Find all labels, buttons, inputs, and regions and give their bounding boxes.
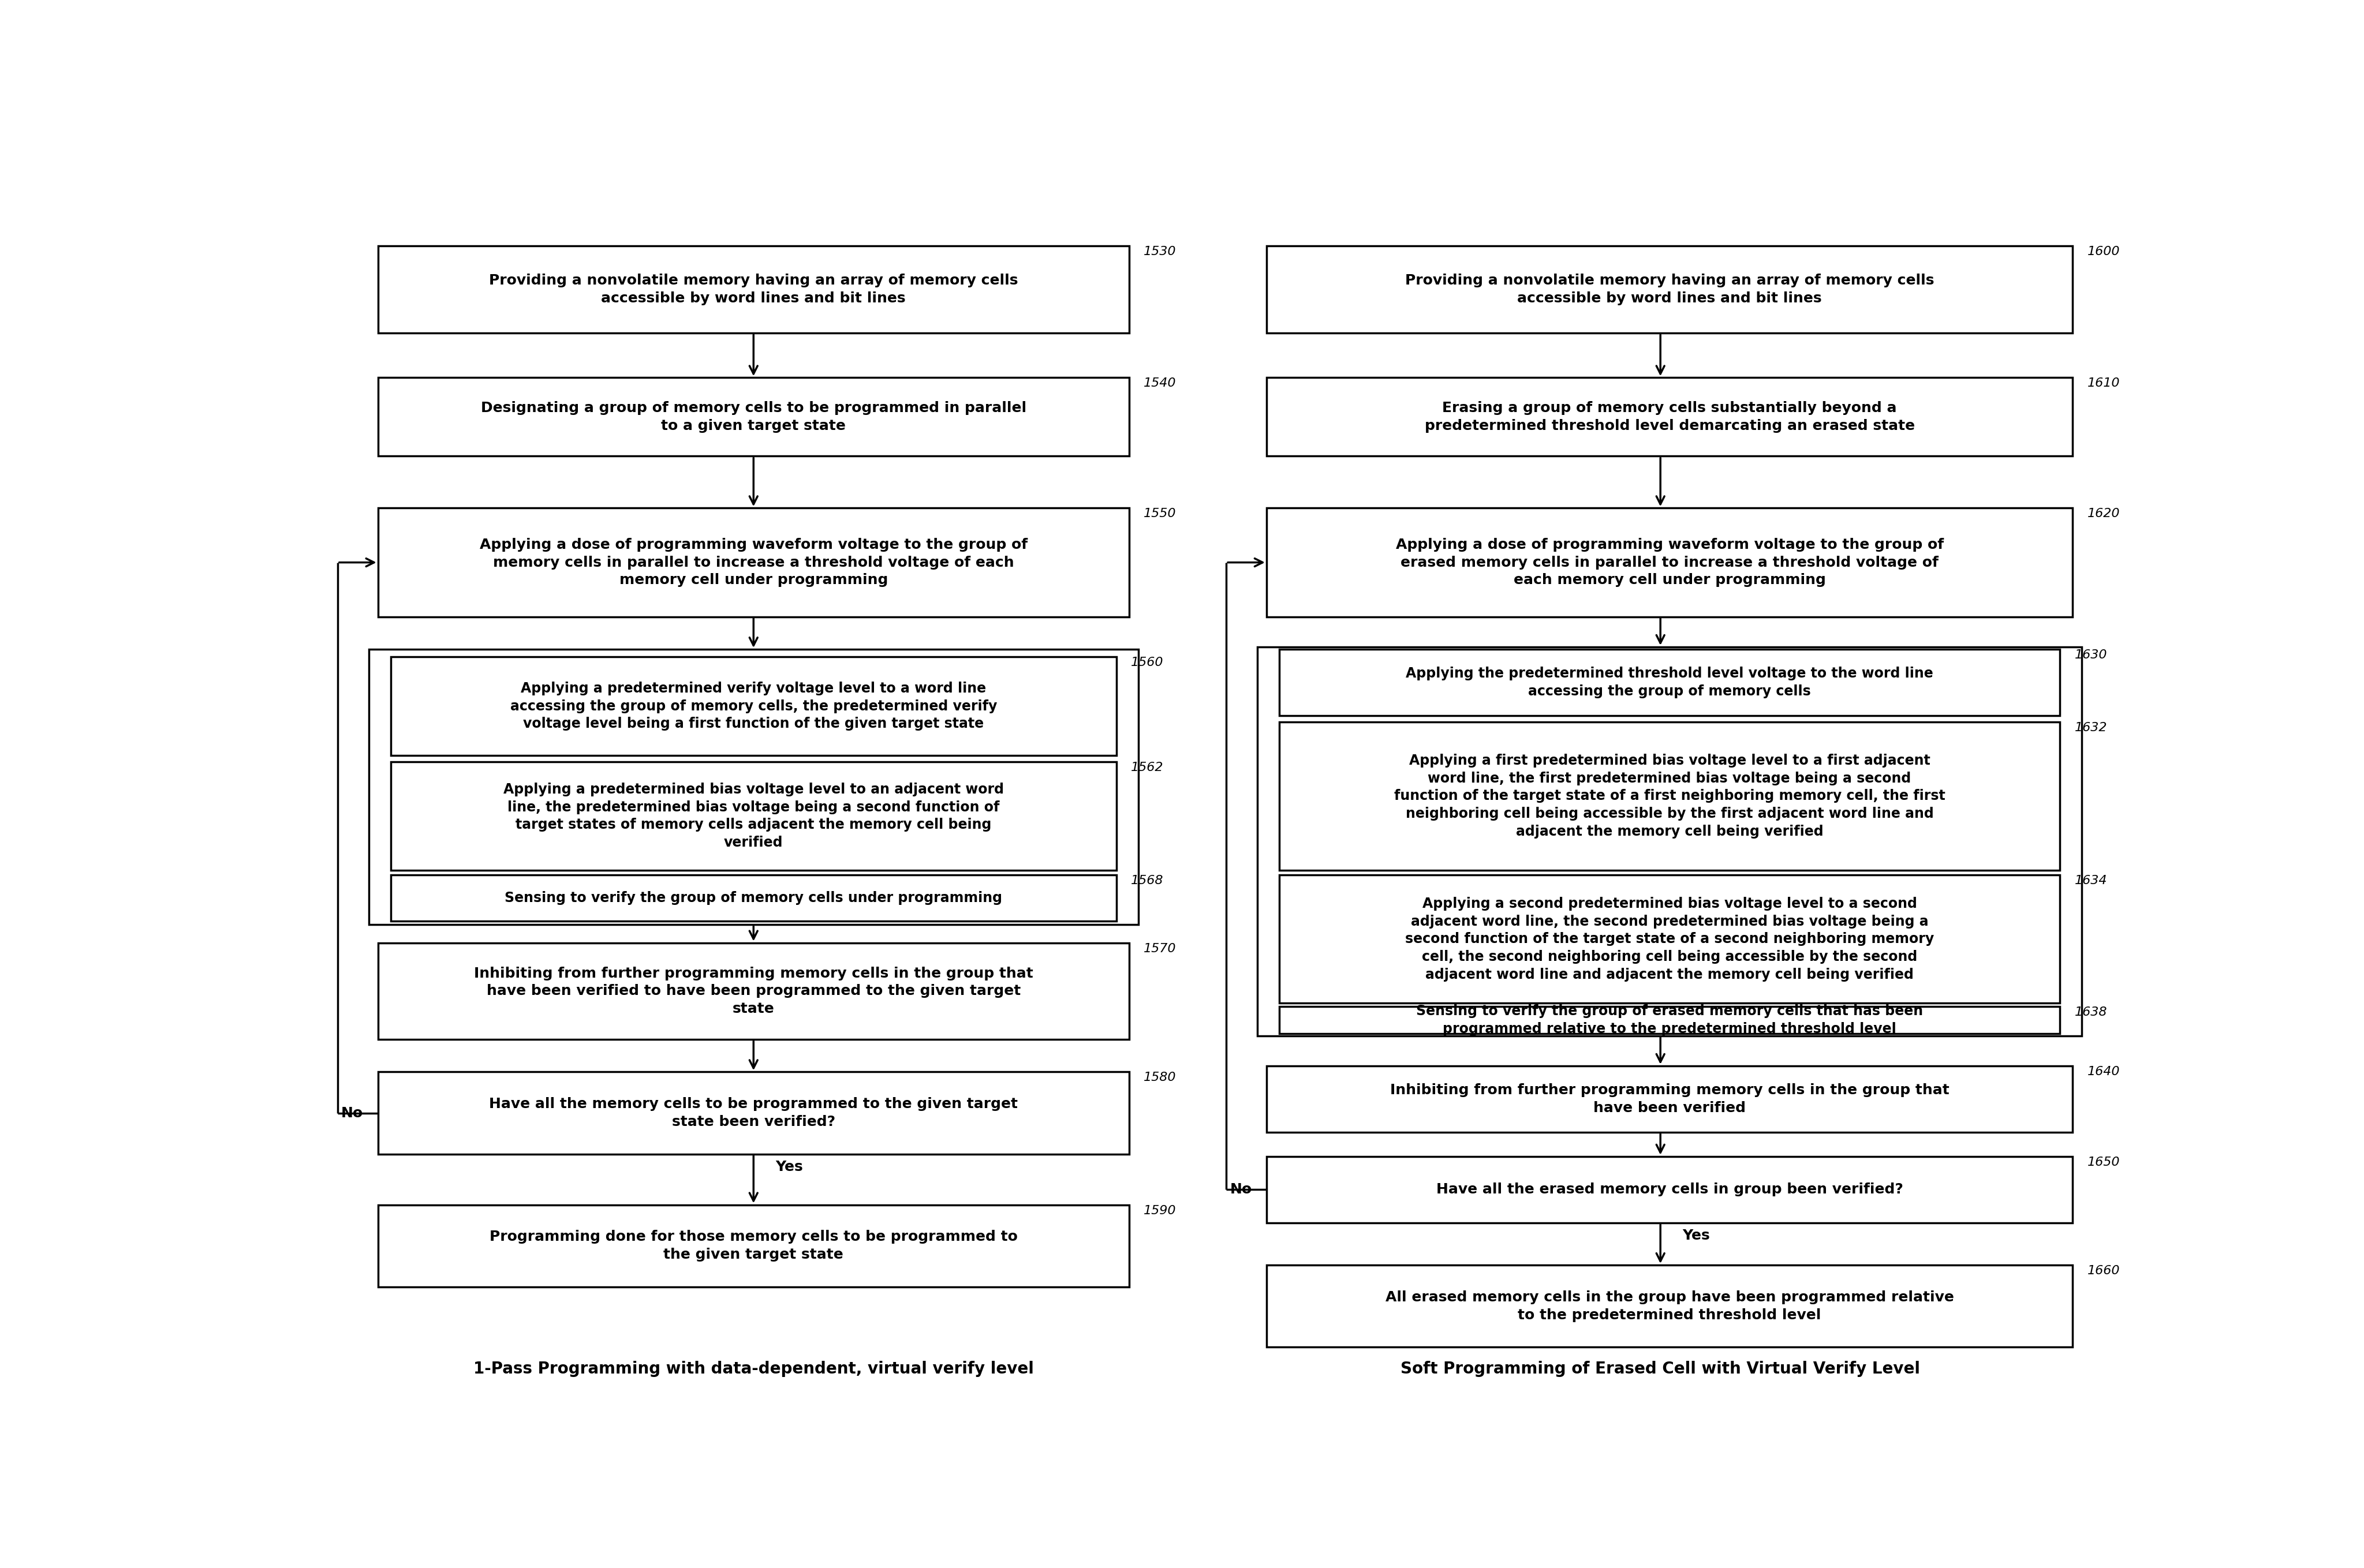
Bar — [1279, 1007, 2059, 1033]
Bar — [390, 657, 1116, 756]
Text: 1640: 1640 — [2087, 1066, 2121, 1077]
Text: Applying a second predetermined bias voltage level to a second
adjacent word lin: Applying a second predetermined bias vol… — [1404, 897, 1934, 982]
Bar — [1267, 508, 2073, 616]
Bar — [1267, 246, 2073, 332]
Bar — [1279, 875, 2059, 1004]
Text: No: No — [1229, 1182, 1253, 1196]
Text: Sensing to verify the group of memory cells under programming: Sensing to verify the group of memory ce… — [504, 891, 1002, 905]
Text: 1590: 1590 — [1144, 1204, 1177, 1217]
Text: 1630: 1630 — [2076, 649, 2106, 662]
Bar — [1258, 648, 2083, 1036]
Text: Inhibiting from further programming memory cells in the group that
have been ver: Inhibiting from further programming memo… — [473, 966, 1033, 1016]
Text: Have all the memory cells to be programmed to the given target
state been verifi: Have all the memory cells to be programm… — [489, 1098, 1019, 1129]
Bar — [378, 1204, 1130, 1287]
Bar — [378, 246, 1130, 332]
Text: 1650: 1650 — [2087, 1157, 2121, 1168]
Text: Inhibiting from further programming memory cells in the group that
have been ver: Inhibiting from further programming memo… — [1390, 1083, 1950, 1115]
Text: 1638: 1638 — [2076, 1007, 2106, 1018]
Text: Applying a predetermined bias voltage level to an adjacent word
line, the predet: Applying a predetermined bias voltage le… — [504, 782, 1005, 850]
Text: Providing a nonvolatile memory having an array of memory cells
accessible by wor: Providing a nonvolatile memory having an… — [1404, 274, 1934, 306]
Text: 1580: 1580 — [1144, 1073, 1177, 1083]
Text: Providing a nonvolatile memory having an array of memory cells
accessible by wor: Providing a nonvolatile memory having an… — [489, 274, 1019, 306]
Text: Designating a group of memory cells to be programmed in parallel
to a given targ: Designating a group of memory cells to b… — [480, 401, 1026, 433]
Text: 1530: 1530 — [1144, 246, 1177, 257]
Text: 1560: 1560 — [1130, 657, 1163, 668]
Text: Applying a dose of programming waveform voltage to the group of
memory cells in : Applying a dose of programming waveform … — [480, 538, 1028, 586]
Text: 1562: 1562 — [1130, 762, 1163, 773]
Bar — [390, 762, 1116, 870]
Text: Have all the erased memory cells in group been verified?: Have all the erased memory cells in grou… — [1435, 1182, 1903, 1196]
Text: 1540: 1540 — [1144, 378, 1177, 389]
Text: Yes: Yes — [775, 1160, 804, 1174]
Text: 1600: 1600 — [2087, 246, 2121, 257]
Text: No: No — [340, 1105, 364, 1120]
Bar — [378, 942, 1130, 1040]
Text: Applying the predetermined threshold level voltage to the word line
accessing th: Applying the predetermined threshold lev… — [1407, 666, 1934, 698]
Bar — [1267, 1265, 2073, 1347]
Bar — [1267, 1066, 2073, 1132]
Text: Applying a first predetermined bias voltage level to a first adjacent
word line,: Applying a first predetermined bias volt… — [1395, 754, 1946, 839]
Text: 1620: 1620 — [2087, 508, 2121, 519]
Text: Soft Programming of Erased Cell with Virtual Verify Level: Soft Programming of Erased Cell with Vir… — [1399, 1361, 1920, 1377]
Text: All erased memory cells in the group have been programmed relative
to the predet: All erased memory cells in the group hav… — [1385, 1290, 1955, 1322]
Text: 1660: 1660 — [2087, 1265, 2121, 1276]
Text: 1610: 1610 — [2087, 378, 2121, 389]
Text: Applying a dose of programming waveform voltage to the group of
erased memory ce: Applying a dose of programming waveform … — [1395, 538, 1943, 586]
Bar — [1279, 721, 2059, 870]
Bar — [378, 1073, 1130, 1154]
Bar — [390, 875, 1116, 920]
Text: 1570: 1570 — [1144, 942, 1177, 955]
Bar — [1267, 378, 2073, 456]
Text: 1568: 1568 — [1130, 875, 1163, 886]
Text: Sensing to verify the group of erased memory cells that has been
programmed rela: Sensing to verify the group of erased me… — [1416, 1004, 1922, 1036]
Text: Programming done for those memory cells to be programmed to
the given target sta: Programming done for those memory cells … — [489, 1229, 1017, 1262]
Text: 1550: 1550 — [1144, 508, 1177, 519]
Text: Erasing a group of memory cells substantially beyond a
predetermined threshold l: Erasing a group of memory cells substant… — [1425, 401, 1915, 433]
Text: Applying a predetermined verify voltage level to a word line
accessing the group: Applying a predetermined verify voltage … — [511, 682, 998, 731]
Text: 1632: 1632 — [2076, 721, 2106, 734]
Bar — [378, 508, 1130, 616]
Text: 1634: 1634 — [2076, 875, 2106, 886]
Bar — [369, 649, 1139, 925]
Text: 1-Pass Programming with data-dependent, virtual verify level: 1-Pass Programming with data-dependent, … — [473, 1361, 1033, 1377]
Bar — [1267, 1157, 2073, 1223]
Bar — [1279, 649, 2059, 715]
Text: Yes: Yes — [1683, 1229, 1709, 1243]
Bar — [378, 378, 1130, 456]
